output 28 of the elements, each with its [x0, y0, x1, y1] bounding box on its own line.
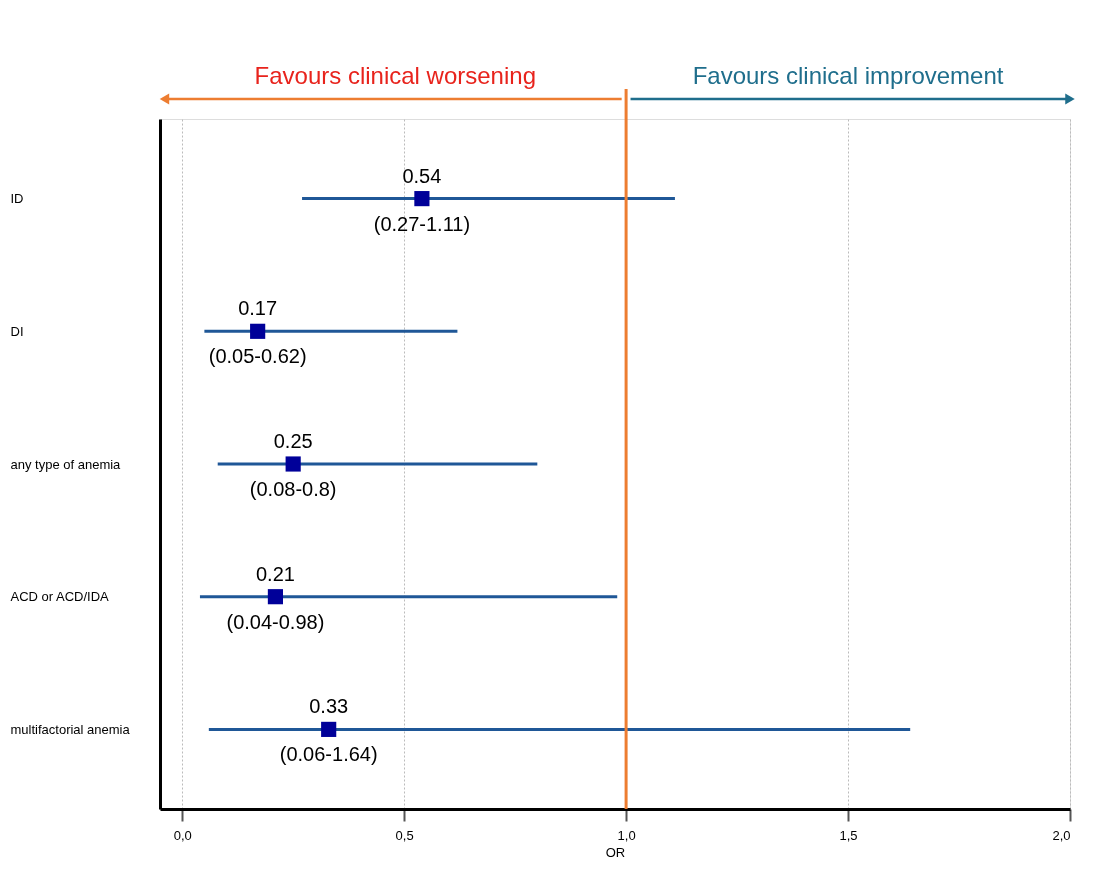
- data-label: 0.33: [309, 695, 349, 718]
- y-tick-label: any type of anemia: [10, 456, 122, 472]
- point: [250, 323, 266, 339]
- data-label: 0.54: [402, 164, 442, 187]
- x-axis-title: OR: [605, 844, 626, 860]
- x-tick-label: 1,5: [839, 827, 858, 843]
- point: [285, 456, 301, 472]
- annotation: (0.08-0.8): [249, 478, 337, 500]
- point: [414, 191, 430, 207]
- y-tick-label: ID: [10, 191, 24, 207]
- y-tick-label: DI: [10, 323, 24, 339]
- point: [267, 589, 283, 605]
- x-tick-label: 1,0: [617, 827, 636, 843]
- x-tick-label: 2,0: [1052, 827, 1071, 843]
- data-label: 0.21: [255, 562, 295, 585]
- x-tick-label: 0,5: [395, 827, 414, 843]
- annotation: (0.04-0.98): [226, 610, 325, 633]
- data-label: 0.17: [238, 297, 278, 320]
- text: Favours clinical improvement: [692, 62, 1004, 89]
- y-tick-label: multifactorial anemia: [10, 721, 131, 737]
- text: Favours clinical worsening: [254, 62, 536, 89]
- annotation: (0.05-0.62): [208, 345, 307, 368]
- annotation: (0.27-1.11): [373, 212, 471, 235]
- annotation: (0.06-1.64): [279, 743, 378, 766]
- point: [321, 721, 337, 737]
- data-label: 0.25: [273, 430, 313, 452]
- y-tick-label: ACD or ACD/IDA: [10, 589, 110, 605]
- x-tick-label: 0,0: [173, 827, 192, 843]
